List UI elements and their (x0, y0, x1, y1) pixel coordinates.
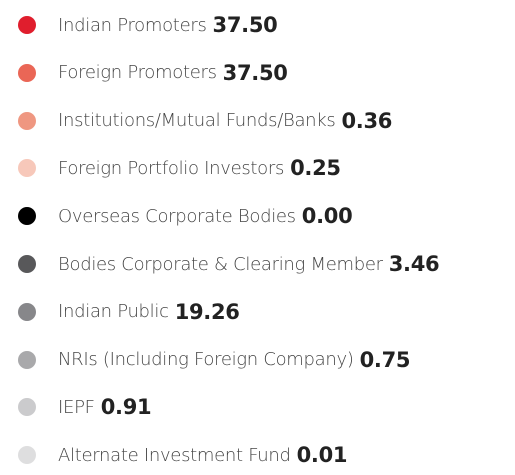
legend-value: 0.25 (290, 156, 341, 181)
legend-dot (18, 16, 36, 34)
legend-value: 3.46 (388, 252, 440, 276)
legend-item: IEPF 0.91 (0, 387, 515, 427)
legend-label: Indian Promoters (58, 14, 207, 36)
legend-label: Bodies Corporate & Clearing Member (58, 253, 383, 275)
legend-dot (18, 446, 36, 465)
legend-dot (18, 350, 36, 369)
legend-label: Institutions/Mutual Funds/Banks (58, 110, 336, 132)
legend-dot (18, 63, 36, 82)
legend-item: Foreign Portfolio Investors 0.25 (0, 148, 515, 188)
legend-dot (18, 302, 36, 321)
legend-value: 0.75 (359, 347, 411, 372)
legend-dot (18, 398, 36, 417)
legend-dot (18, 111, 36, 130)
legend-value: 0.36 (341, 108, 393, 133)
legend-label: Foreign Portfolio Investors (58, 157, 285, 179)
legend-item: NRIs (Including Foreign Company) 0.75 (0, 340, 515, 380)
legend-label: IEPF (58, 396, 95, 418)
legend-value: 37.50 (212, 13, 278, 37)
legend-value: 19.26 (174, 299, 240, 324)
legend-label: NRIs (Including Foreign Company) (58, 349, 354, 371)
legend-dot (18, 207, 36, 226)
legend-label: Overseas Corporate Bodies (58, 205, 296, 227)
legend-value: 0.91 (100, 395, 152, 420)
legend-item: Alternate Investment Fund 0.01 (0, 435, 515, 475)
legend-label: Indian Public (58, 301, 169, 323)
legend-item: Bodies Corporate & Clearing Member 3.46 (0, 244, 515, 284)
legend-value: 0.01 (296, 443, 348, 468)
legend-item: Institutions/Mutual Funds/Banks 0.36 (0, 101, 515, 141)
legend-label: Foreign Promoters (58, 62, 217, 84)
legend-value: 0.00 (301, 204, 353, 229)
legend-value: 37.50 (222, 60, 288, 85)
legend-dot (18, 255, 36, 273)
legend-item: Overseas Corporate Bodies 0.00 (0, 196, 515, 236)
legend-label: Alternate Investment Fund (58, 444, 291, 466)
legend-item: Indian Public 19.26 (0, 292, 515, 332)
legend-dot (18, 159, 36, 178)
legend-item: Foreign Promoters 37.50 (0, 53, 515, 93)
legend-item: Indian Promoters 37.50 (0, 5, 515, 45)
